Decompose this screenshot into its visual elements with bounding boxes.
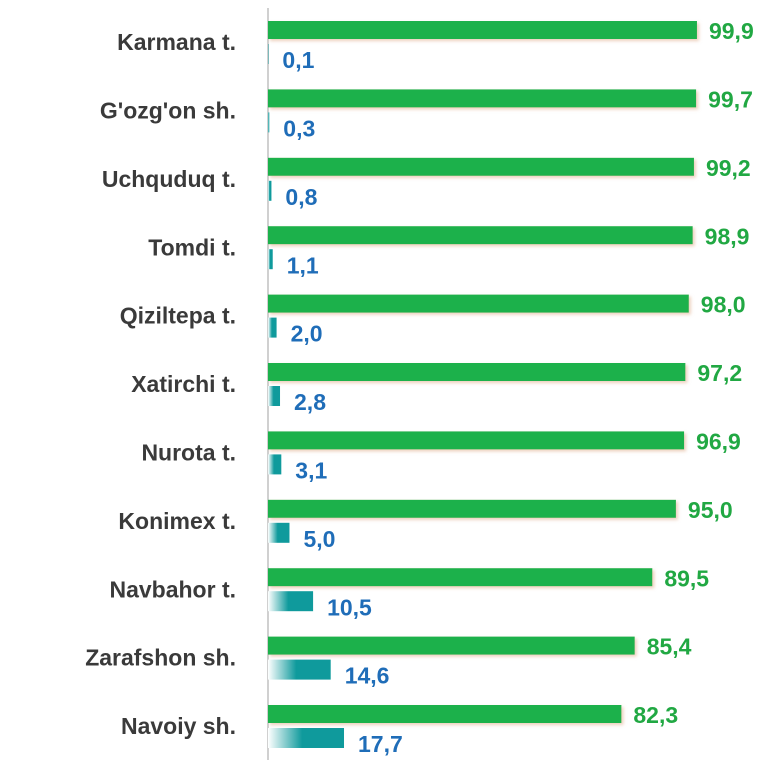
bar-secondary xyxy=(268,591,314,612)
bar xyxy=(268,89,697,108)
value-label: 2,8 xyxy=(294,389,326,415)
bar-secondary xyxy=(268,522,290,543)
bar xyxy=(268,157,694,176)
value-label: 2,0 xyxy=(291,321,323,347)
category-label: Karmana t. xyxy=(117,29,236,55)
bar xyxy=(268,499,676,518)
category-label: Navoiy sh. xyxy=(121,713,236,739)
value-label: 3,1 xyxy=(295,457,327,483)
category-label: Zarafshon sh. xyxy=(85,645,236,671)
category-label: Navbahor t. xyxy=(109,576,236,602)
bar xyxy=(268,431,685,450)
value-label: 5,0 xyxy=(303,526,335,552)
value-label: 0,3 xyxy=(283,115,315,141)
value-label: 99,7 xyxy=(708,86,753,112)
bar xyxy=(268,226,693,245)
value-label: 97,2 xyxy=(697,360,742,386)
value-label: 89,5 xyxy=(664,565,709,591)
value-label: 0,1 xyxy=(282,47,314,73)
bar-secondary xyxy=(268,728,345,748)
value-label: 98,9 xyxy=(705,223,750,249)
bar-secondary xyxy=(268,386,281,406)
bar-secondary xyxy=(268,317,277,338)
value-label: 17,7 xyxy=(358,731,403,757)
value-label: 96,9 xyxy=(696,428,741,454)
value-label: 85,4 xyxy=(647,634,692,660)
bar-secondary xyxy=(268,659,331,680)
category-label: Tomdi t. xyxy=(148,234,236,260)
bar xyxy=(268,21,697,39)
bar xyxy=(268,568,653,587)
bar xyxy=(268,294,689,313)
value-label: 99,2 xyxy=(706,155,751,181)
value-label: 0,8 xyxy=(285,184,317,210)
value-label: 10,5 xyxy=(327,594,372,620)
value-label: 99,9 xyxy=(709,18,754,44)
value-label: 1,1 xyxy=(287,252,319,278)
category-label: Xatirchi t. xyxy=(131,371,236,397)
category-label: Uchquduq t. xyxy=(102,166,236,192)
category-label: Qiziltepa t. xyxy=(120,303,236,329)
bar-secondary xyxy=(268,454,282,475)
category-label: Nurota t. xyxy=(141,439,236,465)
bar xyxy=(268,705,622,723)
value-label: 82,3 xyxy=(633,702,678,728)
bar-secondary xyxy=(268,112,270,133)
bar-secondary xyxy=(268,249,273,270)
category-label: G'ozg'on sh. xyxy=(100,97,236,123)
category-label: Konimex t. xyxy=(118,508,236,534)
value-label: 95,0 xyxy=(688,497,733,523)
value-label: 14,6 xyxy=(345,663,390,689)
bar xyxy=(268,636,635,655)
bar-secondary xyxy=(268,180,272,201)
bar xyxy=(268,363,686,381)
value-label: 98,0 xyxy=(701,292,746,318)
